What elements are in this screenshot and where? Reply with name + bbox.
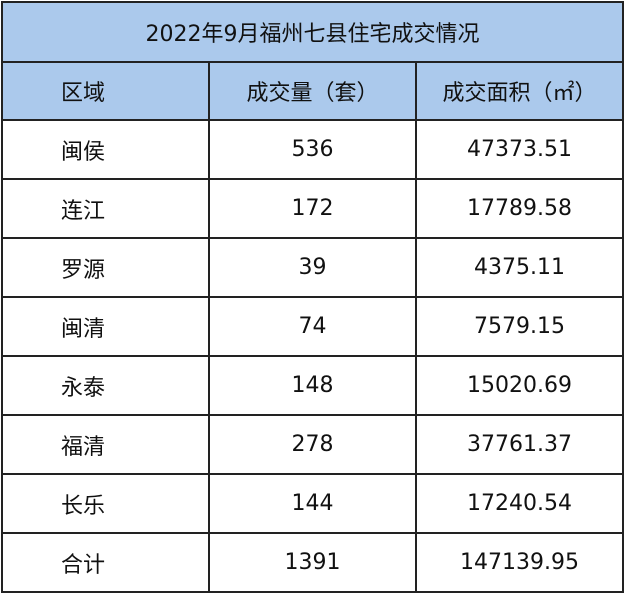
cell-volume: 172	[208, 178, 417, 239]
table-row: 罗源 39 4375.11	[1, 237, 624, 298]
cell-area: 17240.54	[415, 473, 624, 534]
cell-region: 闽清	[1, 296, 210, 357]
table-title: 2022年9月福州七县住宅成交情况	[1, 1, 624, 63]
cell-area: 147139.95	[415, 532, 624, 593]
header-area: 成交面积（㎡）	[415, 61, 624, 121]
cell-region: 合计	[1, 532, 210, 593]
cell-volume: 278	[208, 414, 417, 475]
table-row: 闽清 74 7579.15	[1, 296, 624, 357]
cell-volume: 144	[208, 473, 417, 534]
cell-volume: 536	[208, 119, 417, 180]
header-region: 区域	[1, 61, 210, 121]
cell-volume: 74	[208, 296, 417, 357]
table-row: 永泰 148 15020.69	[1, 355, 624, 416]
cell-volume: 39	[208, 237, 417, 298]
cell-region: 长乐	[1, 473, 210, 534]
cell-region: 永泰	[1, 355, 210, 416]
cell-area: 17789.58	[415, 178, 624, 239]
title-row: 2022年9月福州七县住宅成交情况	[1, 1, 624, 63]
table-row: 闽侯 536 47373.51	[1, 119, 624, 180]
table-row: 长乐 144 17240.54	[1, 473, 624, 534]
cell-region: 闽侯	[1, 119, 210, 180]
cell-region: 福清	[1, 414, 210, 475]
table-row: 福清 278 37761.37	[1, 414, 624, 475]
cell-region: 罗源	[1, 237, 210, 298]
cell-volume: 148	[208, 355, 417, 416]
cell-area: 47373.51	[415, 119, 624, 180]
header-row: 区域 成交量（套） 成交面积（㎡）	[1, 61, 624, 121]
cell-area: 37761.37	[415, 414, 624, 475]
cell-area: 15020.69	[415, 355, 624, 416]
cell-volume: 1391	[208, 532, 417, 593]
cell-area: 4375.11	[415, 237, 624, 298]
table-row: 连江 172 17789.58	[1, 178, 624, 239]
housing-sales-table: 2022年9月福州七县住宅成交情况 区域 成交量（套） 成交面积（㎡） 闽侯 53…	[1, 1, 624, 593]
total-row: 合计 1391 147139.95	[1, 532, 624, 593]
cell-area: 7579.15	[415, 296, 624, 357]
header-volume: 成交量（套）	[208, 61, 417, 121]
cell-region: 连江	[1, 178, 210, 239]
